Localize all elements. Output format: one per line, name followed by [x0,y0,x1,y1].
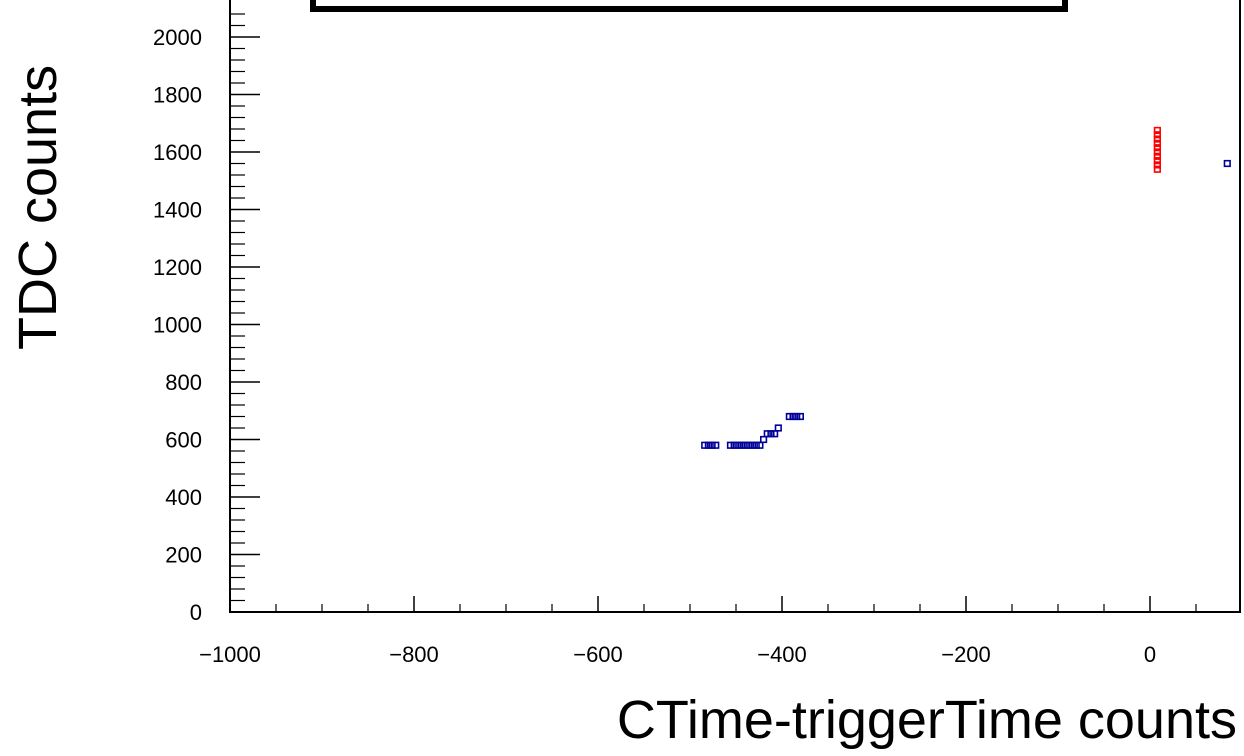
x-axis-label: CTime-triggerTime counts [617,690,1237,750]
data-point-series-1 [748,441,757,449]
data-point-series-1 [774,424,782,432]
y-tick-label: 400 [165,485,202,510]
data-point-series-1 [763,430,771,438]
y-tick-label: 1400 [153,198,202,223]
data-point-series-1 [759,435,768,444]
title-box-frame [310,0,1068,12]
y-tick-label: 1800 [153,83,202,108]
y-tick-label: 200 [165,543,202,568]
y-tick-label: 1200 [153,255,202,280]
y-tick-label: 600 [165,428,202,453]
data-point-series-1 [730,441,738,449]
data-point-series-1 [793,412,801,421]
x-tick-label: −1000 [199,642,261,667]
data-point-series-2 [1153,126,1161,135]
data-point-series-2 [1153,144,1161,152]
x-tick-label: −800 [389,642,439,667]
data-point-series-2 [1153,165,1161,173]
data-point-series-1 [712,441,720,449]
data-point-series-2 [1153,135,1161,143]
x-tick-label: 0 [1144,642,1156,667]
data-point-series-2 [1153,161,1161,169]
data-point-series-1 [701,441,709,449]
x-tick-label: −600 [573,642,623,667]
data-point-series-1 [745,441,753,449]
data-point-series-2 [1153,148,1161,156]
data-point-series-1 [708,441,716,449]
y-tick-label: 1600 [153,140,202,165]
data-markers [701,126,1231,449]
data-point-series-1 [771,430,779,438]
data-point-series-2 [1153,131,1161,139]
data-point-series-2 [1153,152,1161,160]
data-point-series-1 [767,430,775,438]
data-point-series-1 [737,441,746,449]
plot-frame [229,0,1241,613]
y-tick-label: 800 [165,370,202,395]
y-tick-label: 2000 [153,25,202,50]
x-tick-label: −200 [941,642,991,667]
y-tick-label: 0 [190,600,202,625]
data-point-series-1 [785,412,793,421]
y-tick-label: 1000 [153,313,202,338]
data-point-series-1 [704,441,712,449]
data-point-series-2 [1153,139,1161,147]
data-point-series-1 [756,441,764,449]
data-point-series-1 [741,441,749,449]
data-point-series-1 [726,441,735,449]
data-point-series-1 [752,441,760,449]
tick-labels: −1000 −800 −600 −400 −200 0 0 200 400 600 800 1000 1… [153,25,1156,667]
data-point-series-1 [734,441,742,449]
y-axis-label: TDC counts [8,65,68,350]
data-point-series-1 [789,412,797,421]
axis-ticks [229,13,1197,613]
data-point-series-1 [1223,159,1231,168]
x-tick-label: −400 [757,642,807,667]
data-point-series-1 [796,412,804,421]
data-point-series-2 [1153,157,1161,165]
